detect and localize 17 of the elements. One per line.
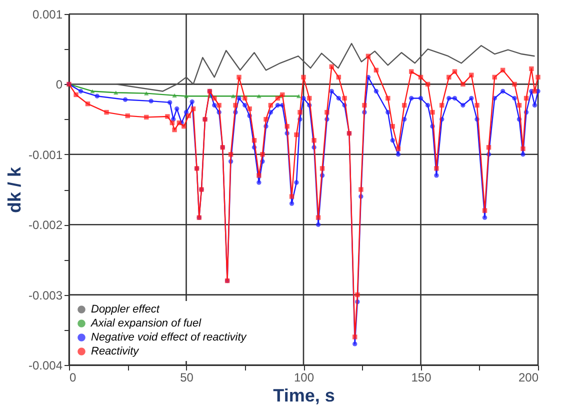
x-tick-label: 0 (70, 370, 76, 384)
y-tick-label: -0.001 (28, 148, 63, 162)
y-tick-label: 0.001 (32, 8, 63, 22)
legend-label: Axial expansion of fuel (90, 318, 202, 330)
y-tick-label: -0.003 (28, 288, 63, 302)
y-tick-label: -0.004 (28, 358, 63, 372)
x-axis-title: Time, s (273, 386, 335, 406)
legend-label: Negative void effect of reactivity (91, 332, 248, 344)
x-tick-label: 150 (411, 370, 432, 384)
legend-label: Reactivity (91, 346, 140, 358)
x-tick-label: 100 (294, 370, 314, 384)
y-tick-label: 0 (56, 78, 63, 92)
x-tick-label: 50 (180, 370, 194, 384)
y-tick-label: -0.002 (28, 218, 63, 232)
y-axis-title: dk / k (4, 166, 24, 214)
legend-label: Doppler effect (91, 304, 160, 316)
x-tick-label: 200 (518, 370, 539, 384)
